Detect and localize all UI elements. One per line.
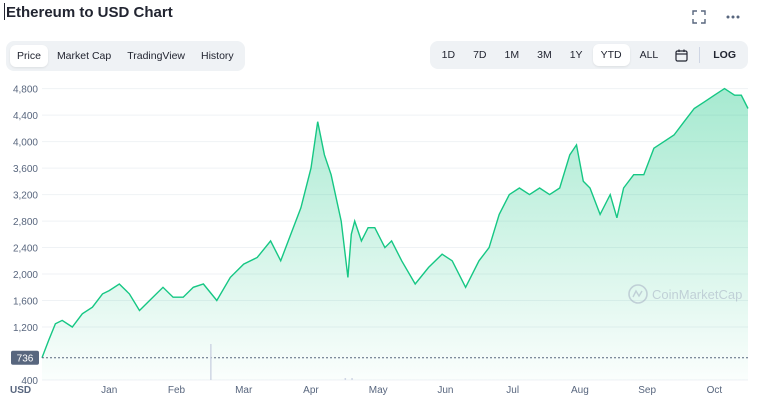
more-icon[interactable] <box>724 8 742 26</box>
x-tick-label: Jul <box>506 385 519 396</box>
tab-price[interactable]: Price <box>10 45 48 67</box>
start-price-badge: 736 <box>11 350 39 365</box>
y-tick-label: 4,400 <box>13 111 38 122</box>
range-divider <box>699 47 701 63</box>
range-1m[interactable]: 1M <box>504 49 520 61</box>
time-range-selector: 1D 7D 1M 3M 1Y YTD ALL LOG <box>429 41 748 69</box>
page-title-text: Ethereum to USD Chart <box>6 4 173 21</box>
expand-icon[interactable] <box>690 8 708 26</box>
x-tick-label: Jan <box>101 385 117 396</box>
y-axis-unit: USD <box>10 385 31 396</box>
watermark-text: CoinMarketCap <box>652 287 742 302</box>
chart-header-actions <box>690 8 742 26</box>
y-tick-label: 4,000 <box>13 138 38 149</box>
y-tick-label: 2,800 <box>13 217 38 228</box>
tab-history[interactable]: History <box>201 50 234 62</box>
x-axis: Jan Feb Mar Apr May Jun Jul Aug Sep Oct <box>101 385 722 396</box>
y-axis: 4,800 4,400 4,000 3,600 3,200 2,800 2,400 2,000… <box>13 85 38 387</box>
range-7d[interactable]: 7D <box>473 49 487 61</box>
range-3m[interactable]: 3M <box>537 49 552 61</box>
price-area <box>42 88 748 380</box>
y-tick-label: 3,200 <box>13 191 38 202</box>
volume-bar <box>351 378 353 380</box>
range-1y[interactable]: 1Y <box>569 49 583 61</box>
volume-bar <box>344 378 347 380</box>
watermark: CoinMarketCap <box>628 284 742 304</box>
x-tick-label: Jun <box>437 385 453 396</box>
y-tick-label: 400 <box>21 376 38 387</box>
x-tick-label: Feb <box>168 385 186 396</box>
x-tick-label: Aug <box>571 385 589 396</box>
tab-market-cap[interactable]: Market Cap <box>56 50 112 62</box>
start-price-value: 736 <box>17 354 34 365</box>
x-tick-label: Sep <box>638 385 656 396</box>
tab-tradingview[interactable]: TradingView <box>127 50 185 62</box>
range-all[interactable]: ALL <box>639 49 659 61</box>
x-tick-label: Apr <box>303 385 319 396</box>
chart-type-tabs: Price Market Cap TradingView History <box>6 41 245 71</box>
y-tick-label: 4,800 <box>13 85 38 96</box>
volume-bars <box>210 344 353 380</box>
text-caret <box>4 3 5 20</box>
range-1d[interactable]: 1D <box>441 49 456 61</box>
volume-bar <box>210 344 212 380</box>
y-tick-label: 2,000 <box>13 270 38 281</box>
coinmarketcap-logo-icon <box>628 284 648 304</box>
x-tick-label: Oct <box>707 385 723 396</box>
range-ytd[interactable]: YTD <box>592 44 630 66</box>
price-line <box>41 87 749 358</box>
log-toggle[interactable]: LOG <box>713 49 736 61</box>
y-tick-label: 2,400 <box>13 244 38 255</box>
calendar-icon[interactable] <box>668 45 694 65</box>
page-title: Ethereum to USD Chart <box>4 3 173 21</box>
x-tick-label: May <box>369 385 388 396</box>
y-tick-label: 3,600 <box>13 164 38 175</box>
y-tick-label: 1,200 <box>13 323 38 334</box>
x-tick-label: Mar <box>235 385 253 396</box>
y-tick-label: 1,600 <box>13 297 38 308</box>
